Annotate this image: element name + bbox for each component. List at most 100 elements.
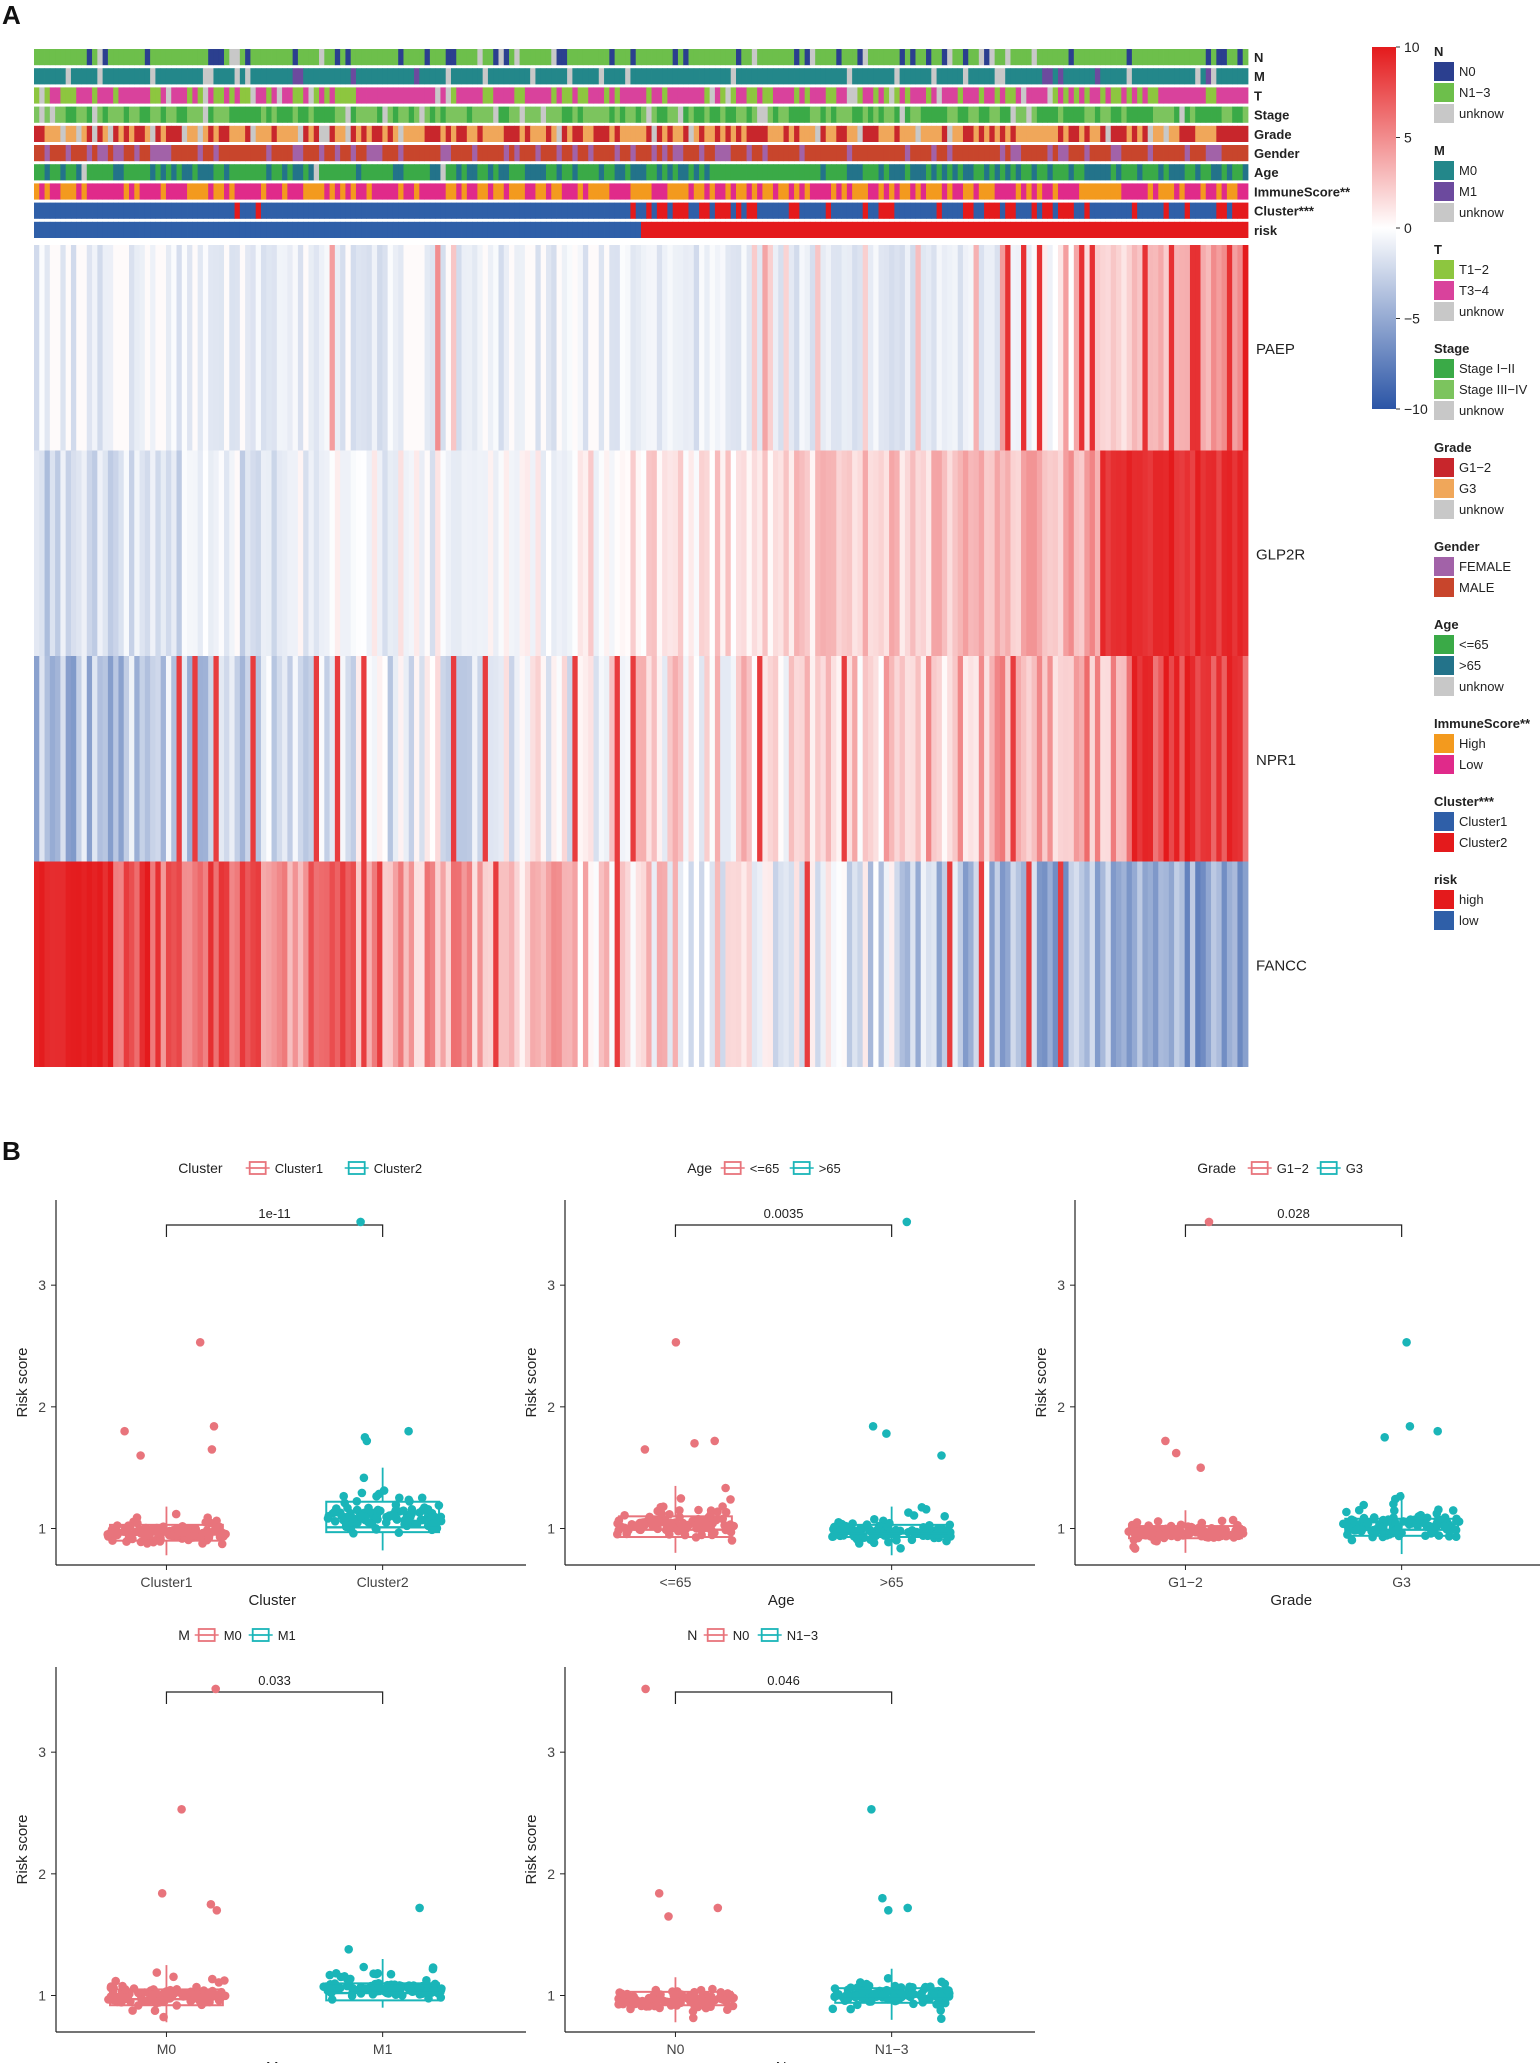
data-point <box>191 1525 201 1534</box>
y-tick-label: 1 <box>547 1988 555 2004</box>
data-point <box>404 1495 414 1505</box>
color-scale-tick-label: 0 <box>1404 220 1412 236</box>
y-axis-label: Risk score <box>523 1814 540 1884</box>
data-point <box>330 1517 340 1526</box>
color-scale-tick-label: 10 <box>1404 39 1420 55</box>
outlier-point <box>157 1889 167 1898</box>
legend-label: T1−2 <box>1459 262 1489 277</box>
y-axis-label: Risk score <box>1033 1347 1050 1417</box>
legend-swatch <box>1434 203 1454 222</box>
annotation-row-cluster <box>34 202 1249 219</box>
data-point <box>152 1968 162 1977</box>
legend-label: unknow <box>1459 679 1504 694</box>
data-point <box>339 1491 349 1501</box>
legend-label: High <box>1459 736 1486 751</box>
data-point <box>909 1511 919 1520</box>
boxplot-legend-title: Cluster <box>178 1160 223 1176</box>
legend-label: unknow <box>1459 403 1504 418</box>
annotation-label: M <box>1254 69 1265 84</box>
data-point <box>148 1990 157 2000</box>
gene-labels: PAEP GLP2R NPR1 FANCC <box>1256 341 1307 975</box>
box <box>1128 1525 1243 1540</box>
legend-swatch <box>1434 62 1454 81</box>
y-tick-label: 1 <box>1057 1521 1065 1537</box>
data-point <box>1217 1516 1227 1526</box>
annotation-label: Grade <box>1254 127 1292 142</box>
data-point <box>706 1506 716 1515</box>
data-point <box>680 1530 690 1540</box>
data-point <box>866 1997 876 2006</box>
data-point <box>667 1518 676 1528</box>
legend-swatch <box>1434 557 1454 576</box>
data-point <box>208 1974 217 1984</box>
data-point <box>217 1539 227 1549</box>
box <box>834 1523 950 1539</box>
data-point <box>1378 1532 1388 1542</box>
legend-label: G3 <box>1459 481 1476 496</box>
annotation-label: risk <box>1254 223 1278 238</box>
data-point <box>726 1495 735 1504</box>
data-point <box>325 1984 334 1994</box>
outlier-point <box>1433 1426 1442 1436</box>
data-point <box>428 1964 438 1974</box>
outlier-point <box>640 1445 650 1454</box>
legend-label: FEMALE <box>1459 559 1511 574</box>
data-point <box>917 1989 926 1998</box>
x-axis-label: N <box>776 2059 787 2063</box>
data-point <box>1228 1515 1238 1525</box>
legend-title: T <box>1434 242 1442 257</box>
y-tick-label: 2 <box>547 1399 555 1415</box>
data-point <box>1197 1518 1207 1528</box>
outlier-point <box>1171 1448 1181 1458</box>
data-point <box>870 1515 879 1524</box>
x-tick-label: N1−3 <box>875 2041 909 2057</box>
data-point <box>128 2006 137 2015</box>
data-point <box>407 1987 417 1996</box>
y-tick-label: 1 <box>547 1521 555 1537</box>
data-point <box>882 1985 891 1995</box>
data-point <box>1396 1492 1405 1501</box>
legend-swatch <box>1434 359 1454 378</box>
outlier-point <box>207 1445 217 1454</box>
data-point <box>883 1974 893 1983</box>
data-point <box>423 1505 433 1514</box>
data-point <box>892 1536 901 1545</box>
legend-title: Grade <box>1434 440 1472 455</box>
x-tick-label: <=65 <box>659 1574 691 1590</box>
boxplot-legend: Age <=65 >65 <box>687 1160 841 1176</box>
y-tick-label: 1 <box>38 1521 46 1537</box>
data-point <box>135 1526 144 1536</box>
legend-group-gender: Gender FEMALE MALE <box>1434 539 1511 597</box>
legend-swatch <box>1434 833 1454 852</box>
data-point <box>349 1529 358 1538</box>
data-point <box>940 1512 949 1521</box>
legend-group-n: N N0 N1−3 unknow <box>1434 44 1504 123</box>
box <box>618 1990 733 2007</box>
legend-group-cluster: Cluster*** Cluster1 Cluster2 <box>1434 794 1507 852</box>
data-point <box>717 1994 726 2004</box>
data-point <box>942 1985 952 1995</box>
x-axis-label: Grade <box>1270 1592 1312 1609</box>
legend-label: Cluster2 <box>374 1161 422 1176</box>
legend-group-immunescore: ImmuneScore** High Low <box>1434 716 1531 774</box>
legend-swatch <box>1434 890 1454 909</box>
gene-label-glp2r: GLP2R <box>1256 546 1305 563</box>
annotation-row-age <box>34 164 1249 181</box>
legend-title: Age <box>1434 617 1459 632</box>
data-point <box>675 1506 684 1515</box>
legend-label: MALE <box>1459 580 1495 595</box>
data-point <box>372 1492 381 1501</box>
data-point <box>651 1515 660 1525</box>
box-group-1 <box>613 1338 738 1553</box>
data-point <box>359 1473 369 1483</box>
x-axis-label: Age <box>768 1592 795 1609</box>
y-tick-label: 3 <box>547 1277 555 1293</box>
legend-label: unknow <box>1459 304 1504 319</box>
legend-swatch <box>1434 635 1454 654</box>
legend-label: unknow <box>1459 205 1504 220</box>
box-group-2 <box>323 1217 446 1551</box>
legend-group-age: Age<=65 >65 unknow <box>1434 617 1504 696</box>
boxplot-grade: Grade G1−2 G3 1 2 3 Risk score G1−2 G3 Grade 0.028 <box>1033 1160 1540 1609</box>
annotation-label: T <box>1254 88 1262 103</box>
legend-swatch <box>1434 161 1454 180</box>
